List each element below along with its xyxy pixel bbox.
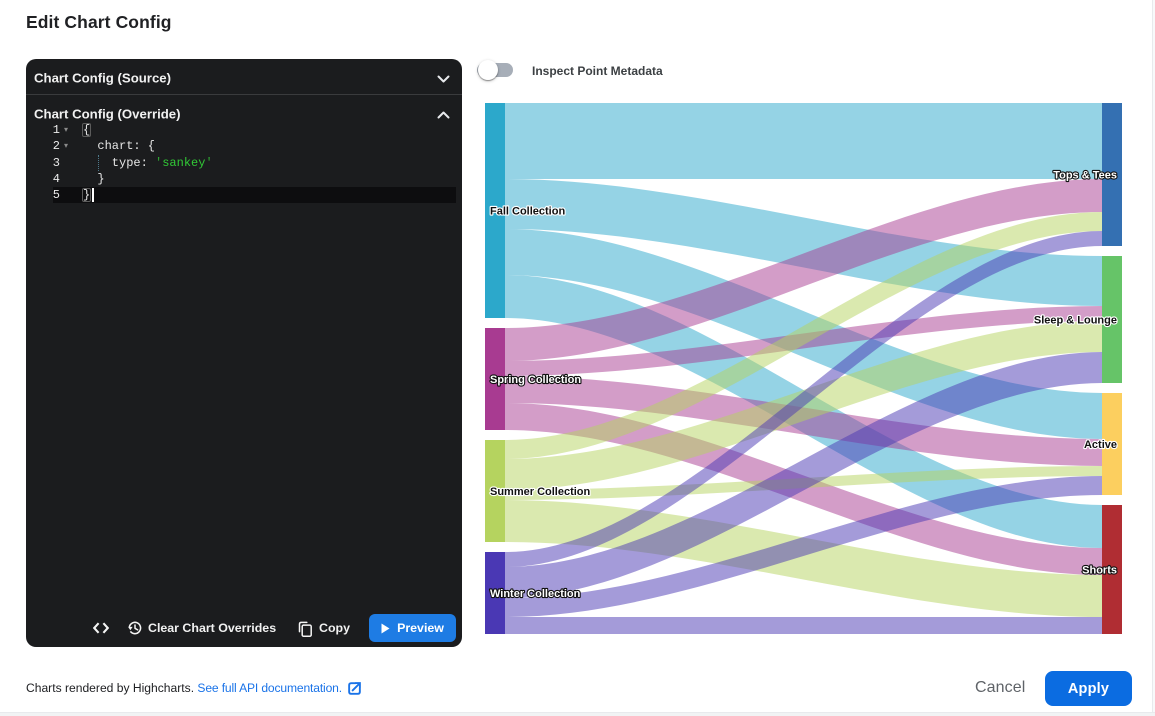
svg-text:Sleep & Lounge: Sleep & Lounge	[1034, 315, 1117, 327]
svg-text:Winter Collection: Winter Collection	[490, 588, 581, 600]
svg-text:Shorts: Shorts	[1082, 565, 1117, 577]
svg-text:Summer Collection: Summer Collection	[490, 486, 591, 498]
svg-text:Spring Collection: Spring Collection	[490, 374, 581, 386]
svg-text:Tops & Tees: Tops & Tees	[1053, 170, 1117, 182]
svg-text:Active: Active	[1084, 439, 1117, 451]
svg-text:Fall Collection: Fall Collection	[490, 206, 565, 218]
